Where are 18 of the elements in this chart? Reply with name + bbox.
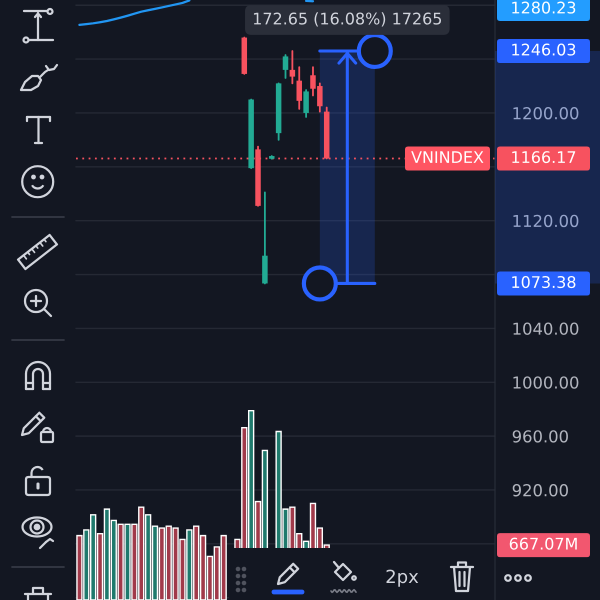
text: 1246.03	[512, 44, 576, 56]
candlestick	[303, 89, 309, 118]
y-tick-label: 920.00	[512, 484, 568, 496]
text: VNINDEX	[411, 151, 484, 163]
y-tick-label: 1040.00	[513, 322, 578, 335]
text: 1280.23	[512, 2, 576, 14]
band-label: 172.65 (16.08%) 17265	[254, 12, 442, 27]
y-tick-label: 960.00	[512, 430, 568, 443]
ref-line-label: 1166.17	[512, 151, 576, 164]
text: 1073.38	[512, 276, 576, 288]
y-tick-label: 1200.00	[513, 107, 578, 120]
candlestick	[282, 54, 288, 79]
y-tick-label: 1120.00	[513, 214, 578, 228]
candlestick	[296, 66, 302, 110]
candlestick	[290, 50, 296, 84]
text: 667.07M	[510, 538, 577, 550]
annotation: 2px	[386, 570, 418, 587]
y-tick-label: 1000.00	[513, 376, 578, 389]
